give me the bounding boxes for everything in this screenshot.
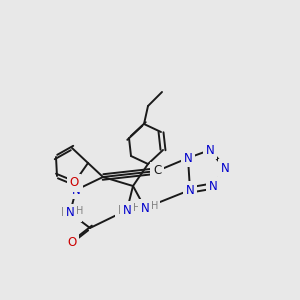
Text: NH: NH bbox=[61, 206, 79, 220]
Text: N: N bbox=[206, 143, 214, 157]
Text: N: N bbox=[66, 206, 74, 220]
Text: NH: NH bbox=[118, 203, 136, 217]
Text: N: N bbox=[220, 161, 230, 175]
Text: H: H bbox=[151, 201, 158, 211]
Text: N: N bbox=[72, 184, 80, 196]
Text: H: H bbox=[76, 206, 83, 216]
Text: N: N bbox=[72, 184, 80, 196]
Text: NH: NH bbox=[136, 202, 154, 214]
Text: H: H bbox=[133, 203, 140, 213]
Text: C: C bbox=[153, 164, 161, 178]
Text: N: N bbox=[208, 179, 217, 193]
Text: N: N bbox=[184, 152, 192, 164]
Text: N: N bbox=[123, 203, 131, 217]
Text: N: N bbox=[186, 184, 194, 196]
Text: N: N bbox=[123, 203, 131, 217]
Text: N: N bbox=[141, 202, 149, 214]
Text: O: O bbox=[69, 176, 79, 190]
Text: N: N bbox=[72, 184, 80, 196]
Text: N: N bbox=[66, 206, 74, 220]
Text: O: O bbox=[68, 236, 76, 248]
